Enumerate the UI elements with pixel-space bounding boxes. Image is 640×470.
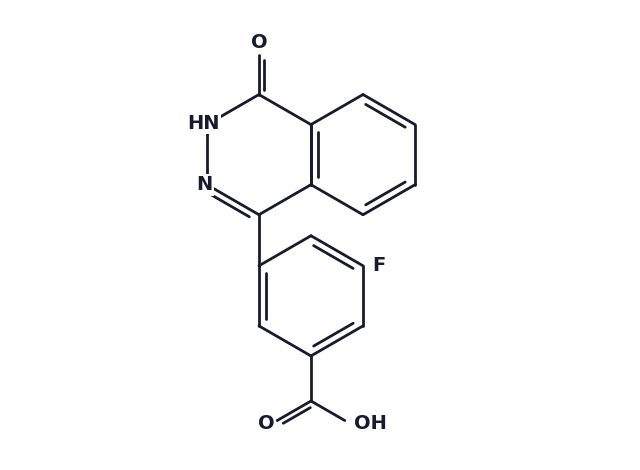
Text: O: O	[258, 414, 275, 433]
Text: O: O	[251, 33, 268, 52]
Text: F: F	[372, 256, 385, 275]
Text: HN: HN	[187, 114, 220, 133]
Text: N: N	[196, 175, 212, 194]
Text: OH: OH	[354, 414, 387, 433]
